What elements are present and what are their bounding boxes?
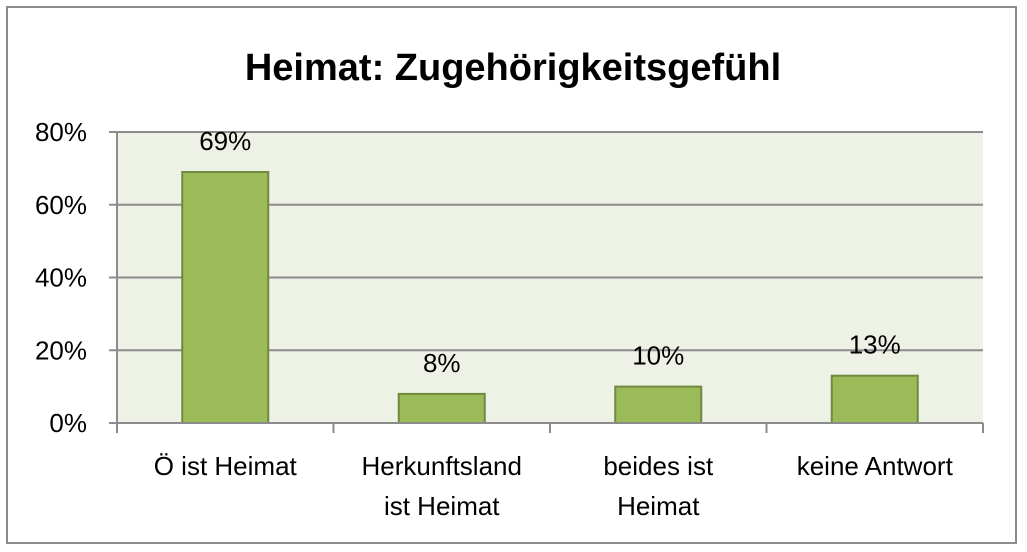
category-label: Herkunftsland: [362, 451, 522, 481]
bar: [830, 374, 919, 424]
data-label: 10%: [632, 341, 684, 371]
data-label: 13%: [849, 330, 901, 360]
category-label: Ö ist Heimat: [154, 451, 298, 481]
bar: [181, 171, 270, 424]
bar: [614, 385, 703, 424]
y-tick-label: 0%: [49, 408, 87, 438]
category-label: ist Heimat: [384, 491, 500, 521]
y-tick-label: 60%: [35, 190, 87, 220]
data-label: 69%: [199, 126, 251, 156]
chart-title: Heimat: Zugehörigkeitsgefühl: [245, 47, 781, 89]
y-tick-label: 80%: [35, 117, 87, 147]
y-tick-label: 20%: [35, 335, 87, 365]
category-label: keine Antwort: [797, 451, 954, 481]
data-label: 8%: [423, 348, 461, 378]
bar: [397, 392, 486, 424]
category-label: Heimat: [617, 491, 700, 521]
axes: 0% 20% 40% 60% 80% Ö ist Heimat Herkunftsland i…: [35, 117, 984, 521]
y-tick-label: 40%: [35, 263, 87, 293]
category-label: beides ist: [603, 451, 714, 481]
